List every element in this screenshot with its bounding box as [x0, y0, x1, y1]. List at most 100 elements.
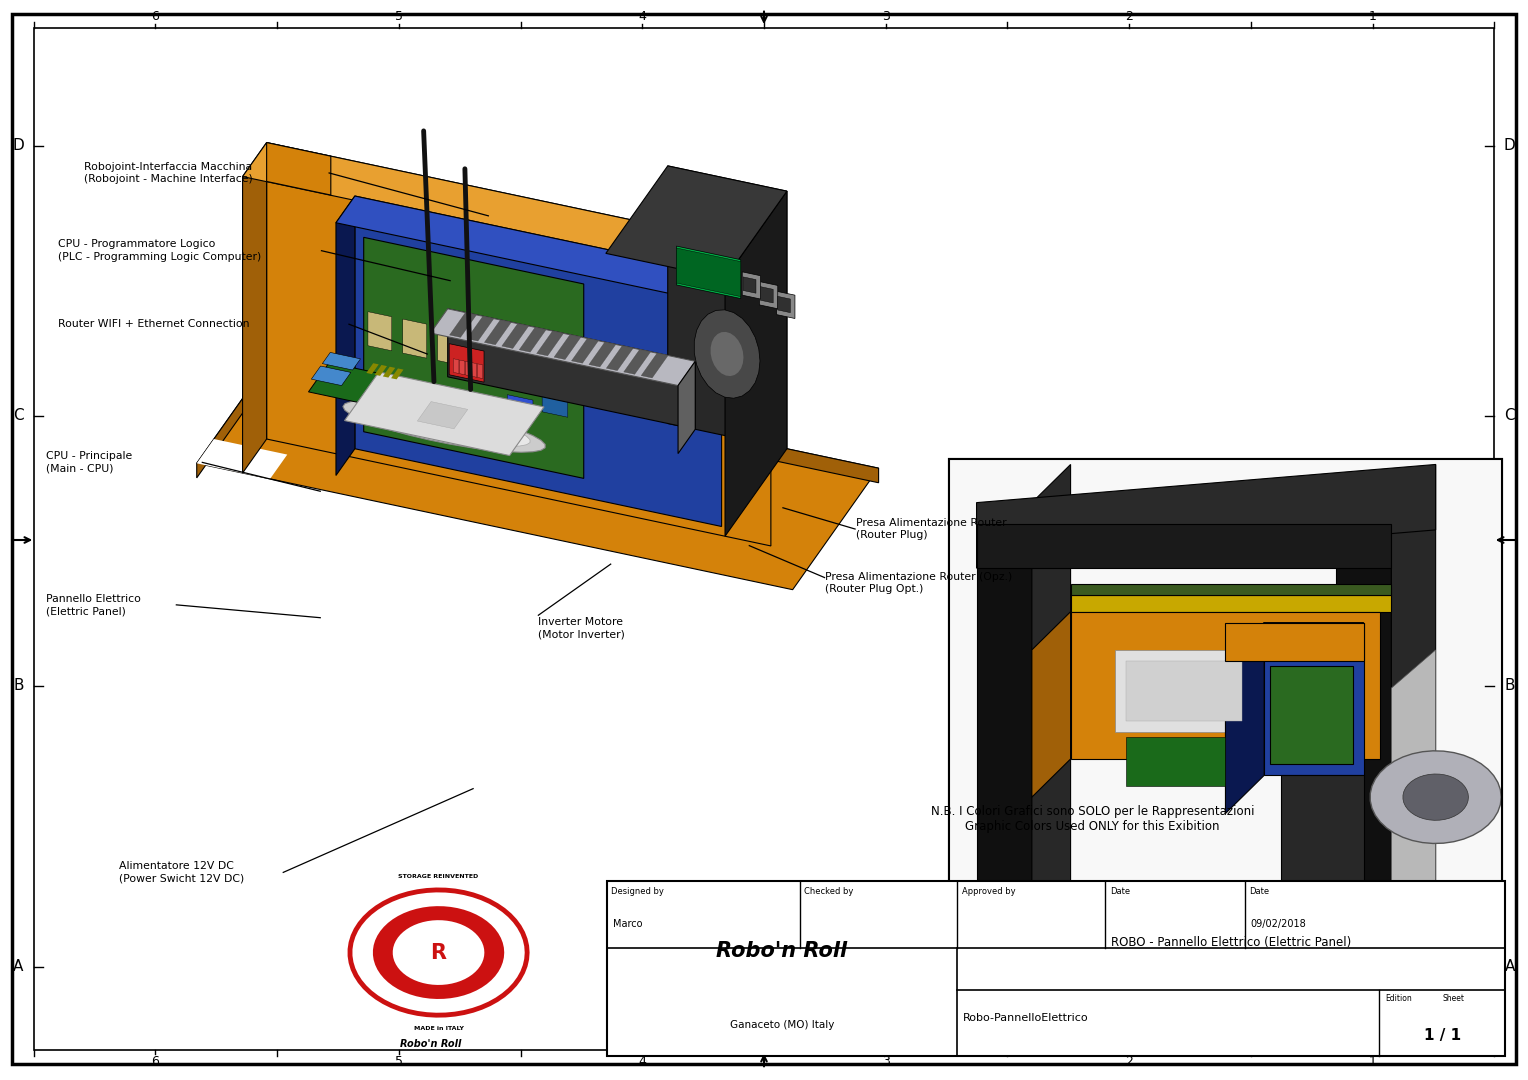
- Polygon shape: [266, 143, 770, 546]
- Bar: [949, 459, 1502, 1004]
- Polygon shape: [571, 338, 599, 363]
- Polygon shape: [322, 352, 361, 370]
- Text: Ganaceto (MO) Italy: Ganaceto (MO) Italy: [730, 1020, 834, 1029]
- Polygon shape: [605, 166, 787, 279]
- Polygon shape: [466, 361, 471, 376]
- Text: Date: Date: [1109, 887, 1131, 895]
- Text: ROBO - Pannello Elettrico (Elettric Panel): ROBO - Pannello Elettrico (Elettric Pane…: [1111, 936, 1351, 949]
- Text: Presa Alimentazione Router
(Router Plug): Presa Alimentazione Router (Router Plug): [856, 518, 1007, 540]
- Text: Checked by: Checked by: [804, 887, 854, 895]
- Polygon shape: [1225, 622, 1363, 661]
- Polygon shape: [344, 372, 544, 456]
- Text: Designed by: Designed by: [611, 887, 665, 895]
- Polygon shape: [449, 343, 484, 382]
- Text: D: D: [1504, 138, 1516, 153]
- Text: 1: 1: [1369, 1055, 1377, 1068]
- Polygon shape: [471, 363, 477, 377]
- Bar: [949, 459, 1502, 1004]
- Polygon shape: [976, 502, 1031, 977]
- Polygon shape: [776, 292, 795, 319]
- Polygon shape: [607, 346, 633, 370]
- Text: 3: 3: [882, 1055, 889, 1068]
- Text: C: C: [1505, 408, 1514, 423]
- Polygon shape: [1031, 464, 1071, 977]
- Polygon shape: [197, 341, 879, 590]
- Polygon shape: [472, 334, 497, 373]
- Polygon shape: [336, 197, 721, 300]
- Polygon shape: [761, 286, 773, 302]
- Text: Robo'n Roll: Robo'n Roll: [717, 942, 848, 961]
- Text: C: C: [14, 408, 23, 423]
- Polygon shape: [358, 403, 530, 446]
- Polygon shape: [976, 525, 1392, 568]
- Polygon shape: [364, 238, 584, 478]
- Polygon shape: [350, 890, 527, 1015]
- Text: 1 / 1: 1 / 1: [1424, 1028, 1461, 1043]
- Polygon shape: [468, 316, 494, 341]
- Polygon shape: [1225, 622, 1363, 661]
- Text: Pannello Elettrico
(Elettric Panel): Pannello Elettrico (Elettric Panel): [46, 594, 141, 616]
- Polygon shape: [507, 394, 533, 418]
- Polygon shape: [336, 197, 354, 475]
- Polygon shape: [1071, 595, 1392, 611]
- Text: R: R: [431, 943, 446, 962]
- Text: 3: 3: [882, 10, 889, 23]
- Text: B: B: [1505, 678, 1514, 693]
- Text: 6: 6: [151, 10, 159, 23]
- Text: Router WIFI + Ethernet Connection: Router WIFI + Ethernet Connection: [58, 319, 249, 329]
- Polygon shape: [384, 367, 396, 378]
- Polygon shape: [642, 353, 668, 378]
- Polygon shape: [1403, 774, 1468, 821]
- Polygon shape: [1264, 622, 1363, 775]
- Polygon shape: [403, 319, 426, 359]
- Polygon shape: [1225, 622, 1264, 813]
- Polygon shape: [403, 396, 428, 419]
- Text: Alimentatore 12V DC
(Power Swicht 12V DC): Alimentatore 12V DC (Power Swicht 12V DC…: [119, 862, 244, 883]
- Polygon shape: [542, 394, 568, 417]
- Polygon shape: [243, 143, 266, 473]
- Text: Robo-PannelloElettrico: Robo-PannelloElettrico: [963, 1013, 1089, 1023]
- Polygon shape: [367, 363, 379, 374]
- Polygon shape: [472, 395, 498, 418]
- Text: Sheet: Sheet: [1442, 994, 1464, 1003]
- Polygon shape: [677, 248, 741, 297]
- Polygon shape: [309, 363, 416, 410]
- Polygon shape: [743, 272, 761, 299]
- Polygon shape: [484, 320, 512, 345]
- Text: 2: 2: [1125, 1055, 1134, 1068]
- Polygon shape: [368, 396, 394, 419]
- Polygon shape: [312, 366, 351, 386]
- Polygon shape: [454, 359, 458, 374]
- Polygon shape: [778, 296, 790, 313]
- Text: Date: Date: [1248, 887, 1270, 895]
- Polygon shape: [1126, 661, 1242, 720]
- Polygon shape: [197, 341, 283, 477]
- Polygon shape: [368, 312, 391, 351]
- Polygon shape: [668, 166, 787, 449]
- Text: Robojoint-Interfaccia Macchina
(Robojoint - Machine Interface): Robojoint-Interfaccia Macchina (Robojoin…: [84, 162, 252, 184]
- Text: Approved by: Approved by: [961, 887, 1015, 895]
- Polygon shape: [976, 464, 1436, 568]
- Text: Marco: Marco: [613, 919, 642, 930]
- Polygon shape: [1371, 751, 1500, 843]
- Polygon shape: [266, 143, 330, 195]
- Polygon shape: [1335, 502, 1392, 977]
- Polygon shape: [373, 906, 504, 999]
- Polygon shape: [449, 313, 477, 337]
- Polygon shape: [1115, 650, 1253, 732]
- Polygon shape: [1270, 666, 1352, 765]
- Polygon shape: [243, 143, 770, 283]
- Polygon shape: [1031, 611, 1071, 797]
- Polygon shape: [391, 368, 403, 379]
- Text: B: B: [14, 678, 23, 693]
- Polygon shape: [460, 360, 465, 375]
- Polygon shape: [520, 327, 545, 352]
- Polygon shape: [437, 395, 463, 418]
- Text: Presa Alimentazione Router (Opz.)
(Router Plug Opt.): Presa Alimentazione Router (Opz.) (Route…: [825, 572, 1013, 594]
- Polygon shape: [431, 309, 695, 386]
- Text: 1: 1: [1369, 10, 1377, 23]
- Polygon shape: [678, 361, 695, 454]
- Polygon shape: [342, 401, 545, 453]
- Polygon shape: [1071, 584, 1392, 595]
- Polygon shape: [743, 276, 756, 293]
